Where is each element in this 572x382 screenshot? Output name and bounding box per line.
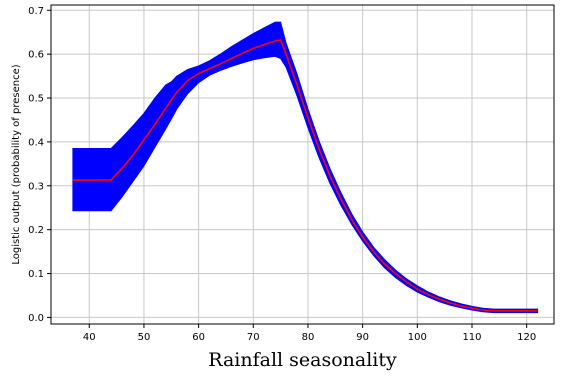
y-tick-label: 0.4 [28,137,44,148]
axis-ticks: 40 50 60 70 80 90 100 110 120 0.0 0.1 0.2 0.3 0.4 0.5 0… [28,6,536,343]
x-tick-label: 40 [83,332,96,343]
y-axis-label: Logistic output (probability of presence… [11,64,22,264]
y-tick-label: 0.5 [28,94,44,105]
variability-band [72,21,539,314]
x-tick-label: 80 [302,332,315,343]
mean-response-line [72,39,538,312]
grid-lines [51,5,554,324]
x-tick-label: 50 [138,332,151,343]
y-tick-label: 0.2 [28,225,44,236]
y-tick-label: 0.7 [28,6,44,17]
x-tick-label: 120 [517,332,536,343]
mean-response-layer [72,39,538,312]
x-tick-label: 100 [408,332,427,343]
variability-band-layer [72,21,539,314]
x-tick-label: 90 [356,332,369,343]
y-tick-label: 0.6 [28,50,44,61]
y-tick-label: 0.0 [28,313,44,324]
y-tick-label: 0.1 [28,269,44,280]
x-tick-label: 70 [247,332,260,343]
y-tick-label: 0.3 [28,181,44,192]
x-tick-label: 110 [462,332,481,343]
x-axis-label: Rainfall seasonality [208,349,397,371]
plot-frame [50,4,555,325]
x-tick-label: 60 [192,332,205,343]
